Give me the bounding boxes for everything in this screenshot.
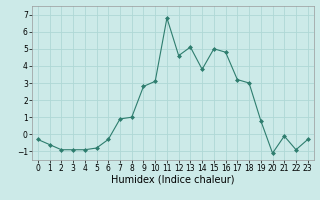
X-axis label: Humidex (Indice chaleur): Humidex (Indice chaleur) (111, 175, 235, 185)
